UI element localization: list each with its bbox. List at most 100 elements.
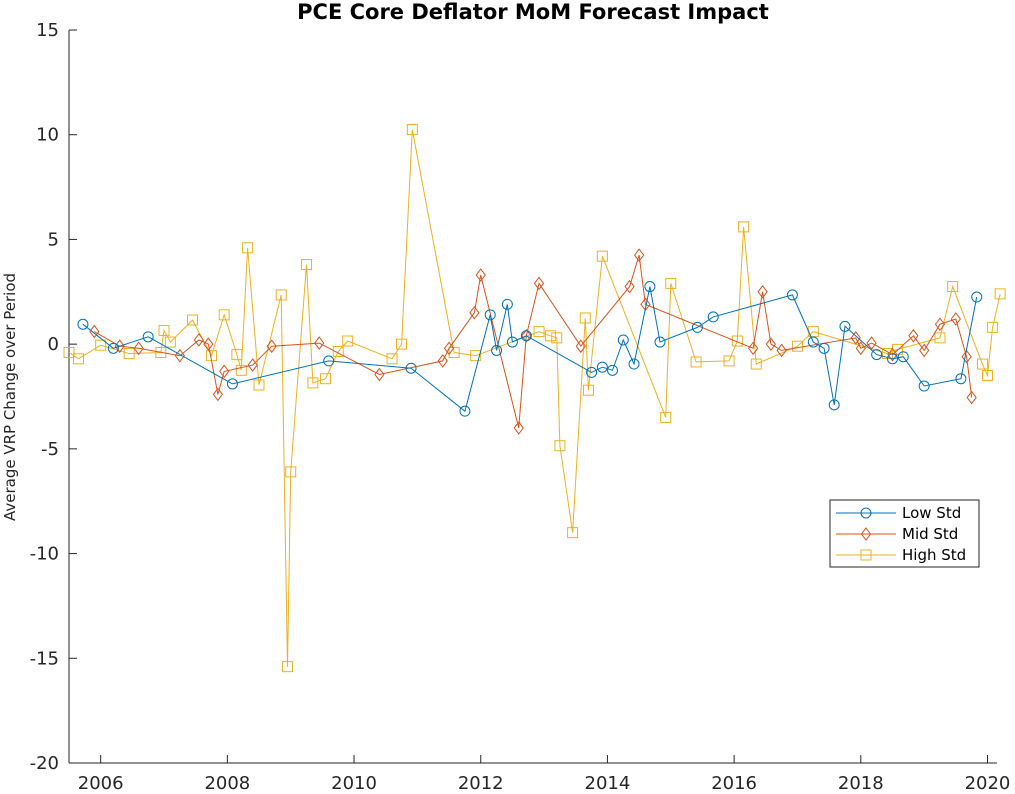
data-point-mid-std xyxy=(908,328,919,343)
data-point-low-std xyxy=(459,405,471,417)
series-line-high-std xyxy=(68,129,1001,667)
data-point-high-std xyxy=(158,325,170,337)
data-point-mid-std xyxy=(950,312,961,326)
data-point-high-std xyxy=(791,340,803,352)
data-point-high-std xyxy=(253,379,265,391)
data-point-high-std xyxy=(533,326,545,338)
data-point-high-std xyxy=(231,349,243,361)
data-point-mid-std xyxy=(203,337,214,351)
data-point-low-std xyxy=(955,373,967,385)
data-point-low-std xyxy=(818,342,830,354)
data-point-high-std xyxy=(187,314,199,326)
data-point-low-std xyxy=(586,366,598,378)
data-point-low-std xyxy=(886,353,898,365)
data-point-high-std xyxy=(242,242,254,254)
data-point-mid-std xyxy=(850,331,861,345)
data-point-low-std xyxy=(654,336,666,348)
data-point-high-std xyxy=(582,384,594,396)
data-point-low-std xyxy=(405,362,417,374)
series-mid-std xyxy=(89,248,977,435)
data-point-mid-std xyxy=(966,390,977,405)
data-point-low-std xyxy=(644,281,656,293)
y-tick-label: -5 xyxy=(41,439,59,460)
data-point-high-std xyxy=(332,345,344,357)
data-point-mid-std xyxy=(747,341,759,356)
data-point-mid-std xyxy=(919,343,930,358)
x-tick-label: 2018 xyxy=(838,773,884,794)
legend-entry-high-std: High Std xyxy=(836,546,966,564)
data-point-high-std xyxy=(155,347,167,359)
data-point-high-std xyxy=(123,348,135,360)
legend: Low Std Mid Std High Std xyxy=(829,499,980,568)
data-point-high-std xyxy=(723,355,735,367)
series-high-std xyxy=(63,123,1006,673)
legend-label-low-std: Low Std xyxy=(902,504,961,522)
data-point-low-std xyxy=(628,358,640,370)
data-point-low-std xyxy=(484,309,496,321)
data-point-low-std xyxy=(897,351,909,363)
data-point-mid-std xyxy=(513,421,524,435)
data-point-high-std xyxy=(406,123,418,135)
data-point-low-std xyxy=(142,331,154,343)
data-point-low-std xyxy=(501,298,513,310)
plot-area: 15 10 5 0 -5 -10 -15 -20 2006 2008 2010 2012 2014 201… xyxy=(30,20,1011,794)
data-point-mid-std xyxy=(887,347,898,362)
data-point-mid-std xyxy=(443,341,455,356)
x-tick-label: 2010 xyxy=(331,773,377,794)
data-point-high-std xyxy=(301,259,313,271)
data-point-mid-std xyxy=(633,248,645,262)
data-point-high-std xyxy=(947,281,959,293)
data-point-high-std xyxy=(731,335,743,347)
data-point-mid-std xyxy=(855,341,866,356)
data-point-low-std xyxy=(839,320,851,332)
data-point-high-std xyxy=(934,332,946,344)
series-line-low-std xyxy=(82,286,978,413)
data-point-high-std xyxy=(73,353,85,365)
data-point-mid-std xyxy=(174,348,185,363)
data-point-high-std xyxy=(567,527,579,539)
data-point-mid-std xyxy=(575,339,586,354)
data-point-mid-std xyxy=(247,358,258,372)
data-point-mid-std xyxy=(757,284,768,299)
data-point-low-std xyxy=(323,355,335,367)
data-point-mid-std xyxy=(212,387,223,402)
data-point-high-std xyxy=(285,466,297,478)
data-point-high-std xyxy=(665,277,677,289)
data-point-low-std xyxy=(691,321,703,333)
data-point-low-std xyxy=(828,399,840,411)
data-point-low-std xyxy=(918,380,930,392)
x-tick-label: 2014 xyxy=(585,773,631,794)
data-point-mid-std xyxy=(266,339,277,354)
y-tick-label: -20 xyxy=(30,753,59,774)
data-point-mid-std xyxy=(89,324,100,339)
data-point-high-std xyxy=(307,377,319,389)
data-point-low-std xyxy=(77,318,89,330)
data-point-high-std xyxy=(320,373,332,385)
data-point-mid-std xyxy=(521,328,532,343)
legend-marker-low-std xyxy=(860,507,872,519)
data-point-high-std xyxy=(596,250,608,262)
legend-label-mid-std: Mid Std xyxy=(902,525,958,543)
legend-marker-mid-std xyxy=(860,527,872,541)
data-point-high-std xyxy=(987,321,999,333)
data-point-high-std xyxy=(164,336,176,348)
data-point-high-std xyxy=(660,411,672,423)
data-point-low-std xyxy=(520,330,532,342)
y-tick-label: -15 xyxy=(30,648,59,669)
data-point-high-std xyxy=(551,332,563,344)
data-point-low-std xyxy=(596,361,608,373)
x-tick-label: 2020 xyxy=(965,773,1011,794)
y-tick-label: 0 xyxy=(48,334,59,355)
data-point-low-std xyxy=(707,311,719,323)
data-point-high-std xyxy=(282,661,294,673)
data-point-high-std xyxy=(544,330,556,342)
data-point-mid-std xyxy=(475,268,486,282)
data-point-mid-std xyxy=(866,336,877,350)
data-point-low-std xyxy=(786,289,798,301)
data-point-high-std xyxy=(976,358,988,370)
data-point-high-std xyxy=(95,339,107,351)
series-low-std xyxy=(77,281,983,417)
data-point-low-std xyxy=(807,336,819,348)
data-point-mid-std xyxy=(219,364,230,379)
y-axis-label: Average VRP Change over Period xyxy=(1,273,19,521)
